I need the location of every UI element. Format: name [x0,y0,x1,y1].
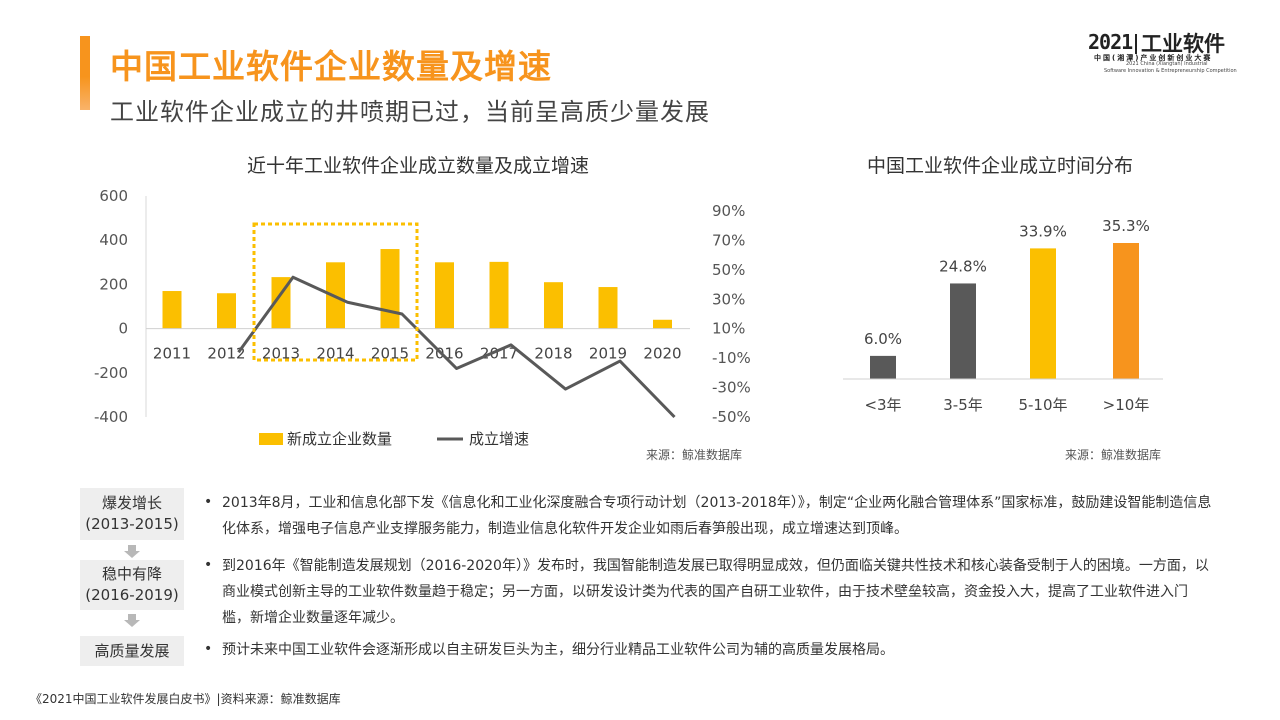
bar-age-distribution [1113,243,1139,379]
left-y-tick-label: -400 [94,408,128,426]
bar-data-label: 33.9% [1019,222,1067,240]
competition-logo: 2021 工业软件 中国(湘潭)产业创新创业大赛 2021 China (Xia… [1088,30,1238,76]
right-y-tick-label: 50% [712,261,745,279]
logo-name: 工业软件 [1141,32,1225,56]
page-title: 中国工业软件企业数量及增速 [110,47,552,86]
right-y-tick-label: 90% [712,202,745,220]
x-tick-label: 2016 [425,345,463,363]
left-y-tick-label: 600 [99,187,128,205]
page-subtitle: 工业软件企业成立的井喷期已过，当前呈高质少量发展 [110,98,710,126]
bar-new-companies [653,319,672,329]
left-y-tick-label: -200 [94,364,128,382]
footer-source: 《2021中国工业软件发展白皮书》|资料来源：鲸准数据库 [30,692,341,706]
highlight-box-2013-2015 [252,222,419,362]
bar-new-companies [489,261,509,329]
stage-text-stable: 到2016年《智能制造发展规划（2016-2020年）》发布时，我国智能制造发展… [222,558,1209,626]
stage-text-quality: 预计未来中国工业软件会逐渐形成以自主研发巨头为主，细分行业精品工业软件公司为辅的… [222,642,894,658]
left-chart-source: 来源：鲸准数据库 [646,448,743,462]
x-tick-label: 2014 [316,345,354,363]
x-tick-label: >10年 [1103,396,1150,414]
left-y-tick-label: 400 [99,231,128,249]
title-accent-bar [80,36,90,110]
logo-year: 2021 [1088,30,1133,54]
left-chart-title: 近十年工业软件企业成立数量及成立增速 [247,155,589,177]
bar-new-companies [271,277,291,329]
x-tick-label: 2017 [480,345,518,363]
bar-data-label: 6.0% [864,330,902,348]
bar-new-companies [435,262,454,329]
legend-label-line: 成立增速 [469,430,529,448]
right-y-tick-label: 30% [712,290,745,308]
x-tick-label: 2020 [643,345,681,363]
bullet-icon: • [204,494,213,510]
bullet-icon: • [204,641,213,657]
bar-age-distribution [950,283,976,379]
x-tick-label: <3年 [864,396,901,414]
right-y-tick-label: 70% [712,231,745,249]
right-chart-title: 中国工业软件企业成立时间分布 [867,155,1133,177]
bar-new-companies [544,282,563,329]
stage-label-line2: (2013-2015) [85,515,179,533]
right-y-tick-label: -10% [712,349,751,367]
stage-label-line1: 高质量发展 [94,641,170,660]
charts-canvas: 近十年工业软件企业成立数量及成立增速 600 400 200 0 -200 -400 90% 7… [94,155,1163,448]
stage-label-line1: 爆发增长 [101,494,162,512]
left-y-tick-label: 0 [118,320,128,338]
stage-label-line1: 稳中有降 [101,565,162,583]
stage-label-quality: 高质量发展 [80,636,184,666]
bar-age-distribution [1030,248,1056,379]
logo-divider [1135,34,1137,54]
stage-text-boom: 2013年8月，工业和信息化部下发《信息化和工业化深度融合专项行动计划（2013… [222,495,1212,537]
bar-data-label: 35.3% [1102,217,1150,235]
x-tick-label: 5-10年 [1018,396,1067,414]
logo-cn-line: 中国(湘潭)产业创新创业大赛 [1094,54,1213,62]
right-chart-source: 来源：鲸准数据库 [1065,448,1162,462]
stage-label-stable: 稳中有降 (2016-2019) [80,560,184,610]
x-tick-label: 2018 [534,345,572,363]
bar-data-label: 24.8% [939,257,987,275]
logo-en-line1: 2021 China (Xiangtan) Industrial [1126,61,1208,67]
left-y-tick-label: 200 [99,275,128,293]
x-tick-label: 3-5年 [943,396,983,414]
x-tick-label: 2013 [262,345,300,363]
x-tick-label: 2015 [371,345,409,363]
bar-new-companies [217,293,236,329]
right-y-tick-label: 10% [712,320,745,338]
bar-age-distribution [870,355,896,379]
legend-swatch-bar [259,433,283,445]
logo-en-line2: Software Innovation & Entrepreneurship C… [1104,68,1237,74]
x-tick-label: 2019 [589,345,627,363]
bar-new-companies [598,287,618,329]
x-tick-label: 2011 [153,345,191,363]
legend-label-bar: 新成立企业数量 [287,430,392,448]
bar-new-companies [380,249,400,329]
bullet-icon: • [204,557,213,573]
right-y-tick-label: -50% [712,408,751,426]
x-tick-label: 2012 [207,345,245,363]
bar-new-companies [162,291,182,329]
stage-label-line2: (2016-2019) [85,586,179,604]
right-y-tick-label: -30% [712,379,751,397]
stage-label-boom: 爆发增长 (2013-2015) [80,488,184,540]
